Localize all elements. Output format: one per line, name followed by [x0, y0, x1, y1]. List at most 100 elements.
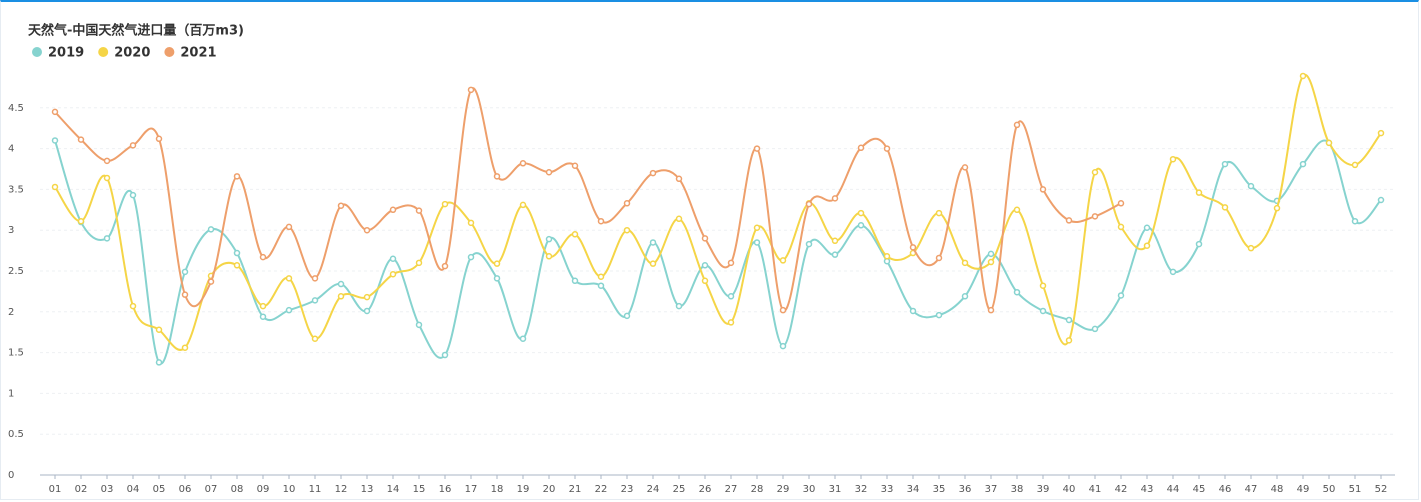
data-point [909, 307, 917, 315]
data-point [623, 312, 631, 320]
data-point [519, 335, 527, 342]
data-point [103, 235, 111, 242]
x-tick-label: 30 [803, 484, 816, 495]
data-point [753, 239, 761, 246]
x-tick-label: 27 [725, 484, 738, 495]
data-point [1351, 161, 1359, 169]
x-tick-label: 32 [855, 484, 868, 495]
data-point [1169, 268, 1177, 276]
data-point [181, 344, 189, 351]
y-tick-label: 1 [8, 388, 14, 399]
data-point [1039, 186, 1047, 193]
y-tick-label: 2.5 [8, 266, 24, 277]
data-point [155, 135, 163, 143]
data-point [337, 293, 345, 300]
data-point [493, 275, 501, 282]
data-point [935, 254, 943, 262]
data-point [701, 262, 709, 269]
data-point [389, 206, 397, 214]
data-point [467, 253, 475, 261]
data-point [1299, 72, 1307, 80]
data-point [1247, 244, 1255, 252]
y-tick-label: 3 [8, 225, 14, 236]
data-point [51, 137, 59, 144]
data-point [103, 174, 111, 182]
x-tick-label: 44 [1167, 484, 1180, 495]
data-point [1065, 217, 1073, 224]
data-point [571, 231, 579, 238]
x-tick-label: 28 [751, 484, 764, 495]
data-point [1299, 160, 1307, 168]
data-point [1013, 206, 1021, 214]
data-point [597, 217, 605, 225]
data-point [1195, 240, 1203, 248]
x-tick-label: 06 [179, 484, 192, 495]
data-point [415, 321, 423, 329]
x-tick-label: 01 [49, 484, 62, 495]
x-tick-label: 02 [75, 484, 88, 495]
data-point [233, 249, 241, 257]
data-point [779, 342, 787, 350]
data-point [1247, 182, 1255, 190]
y-tick-label: 1.5 [8, 348, 24, 359]
data-point [649, 169, 657, 177]
x-tick-label: 38 [1011, 484, 1024, 495]
x-tick-label: 20 [543, 484, 556, 495]
data-point [623, 226, 631, 234]
x-tick-label: 22 [595, 484, 608, 495]
legend-swatch [98, 47, 109, 57]
data-point [857, 144, 865, 152]
data-point [1013, 121, 1021, 129]
data-point [935, 209, 943, 217]
data-point [207, 278, 215, 285]
y-tick-label: 2 [8, 307, 14, 318]
data-point [857, 209, 865, 217]
data-point [337, 280, 345, 288]
data-point [961, 164, 969, 171]
x-tick-label: 29 [777, 484, 790, 495]
data-point [129, 142, 137, 149]
y-tick-label: 4 [8, 144, 14, 155]
data-point [1351, 217, 1359, 225]
data-point [675, 175, 683, 183]
data-point [155, 326, 163, 334]
data-point [675, 302, 683, 310]
x-tick-label: 17 [465, 484, 478, 495]
data-point [1273, 204, 1281, 212]
data-point [545, 253, 553, 260]
data-point [467, 86, 475, 94]
data-point [727, 319, 735, 326]
x-tick-label: 31 [829, 484, 842, 495]
x-tick-label: 07 [205, 484, 218, 495]
data-point [181, 268, 189, 276]
data-point [597, 273, 605, 280]
x-tick-label: 03 [101, 484, 114, 495]
y-tick-label: 0 [8, 470, 14, 481]
x-tick-label: 05 [153, 484, 166, 495]
y-tick-label: 4.5 [8, 103, 24, 114]
legend-swatch [32, 47, 42, 57]
data-point [831, 195, 839, 202]
data-point [571, 277, 579, 285]
data-point [1091, 213, 1099, 220]
x-tick-label: 48 [1271, 484, 1284, 495]
data-point [415, 207, 423, 214]
data-point [311, 275, 319, 282]
data-point [441, 262, 449, 270]
data-point [753, 224, 761, 232]
data-point [441, 200, 449, 208]
data-point [753, 145, 761, 152]
x-tick-label: 46 [1219, 484, 1232, 495]
data-point [51, 183, 59, 191]
data-point [389, 255, 397, 263]
data-point [987, 306, 995, 314]
data-point [311, 297, 319, 304]
x-tick-label: 33 [881, 484, 894, 495]
x-tick-label: 35 [933, 484, 946, 495]
data-point [1325, 139, 1333, 147]
data-point [935, 311, 943, 319]
data-point [181, 291, 189, 298]
data-point [1117, 223, 1125, 231]
data-point [1221, 204, 1229, 211]
